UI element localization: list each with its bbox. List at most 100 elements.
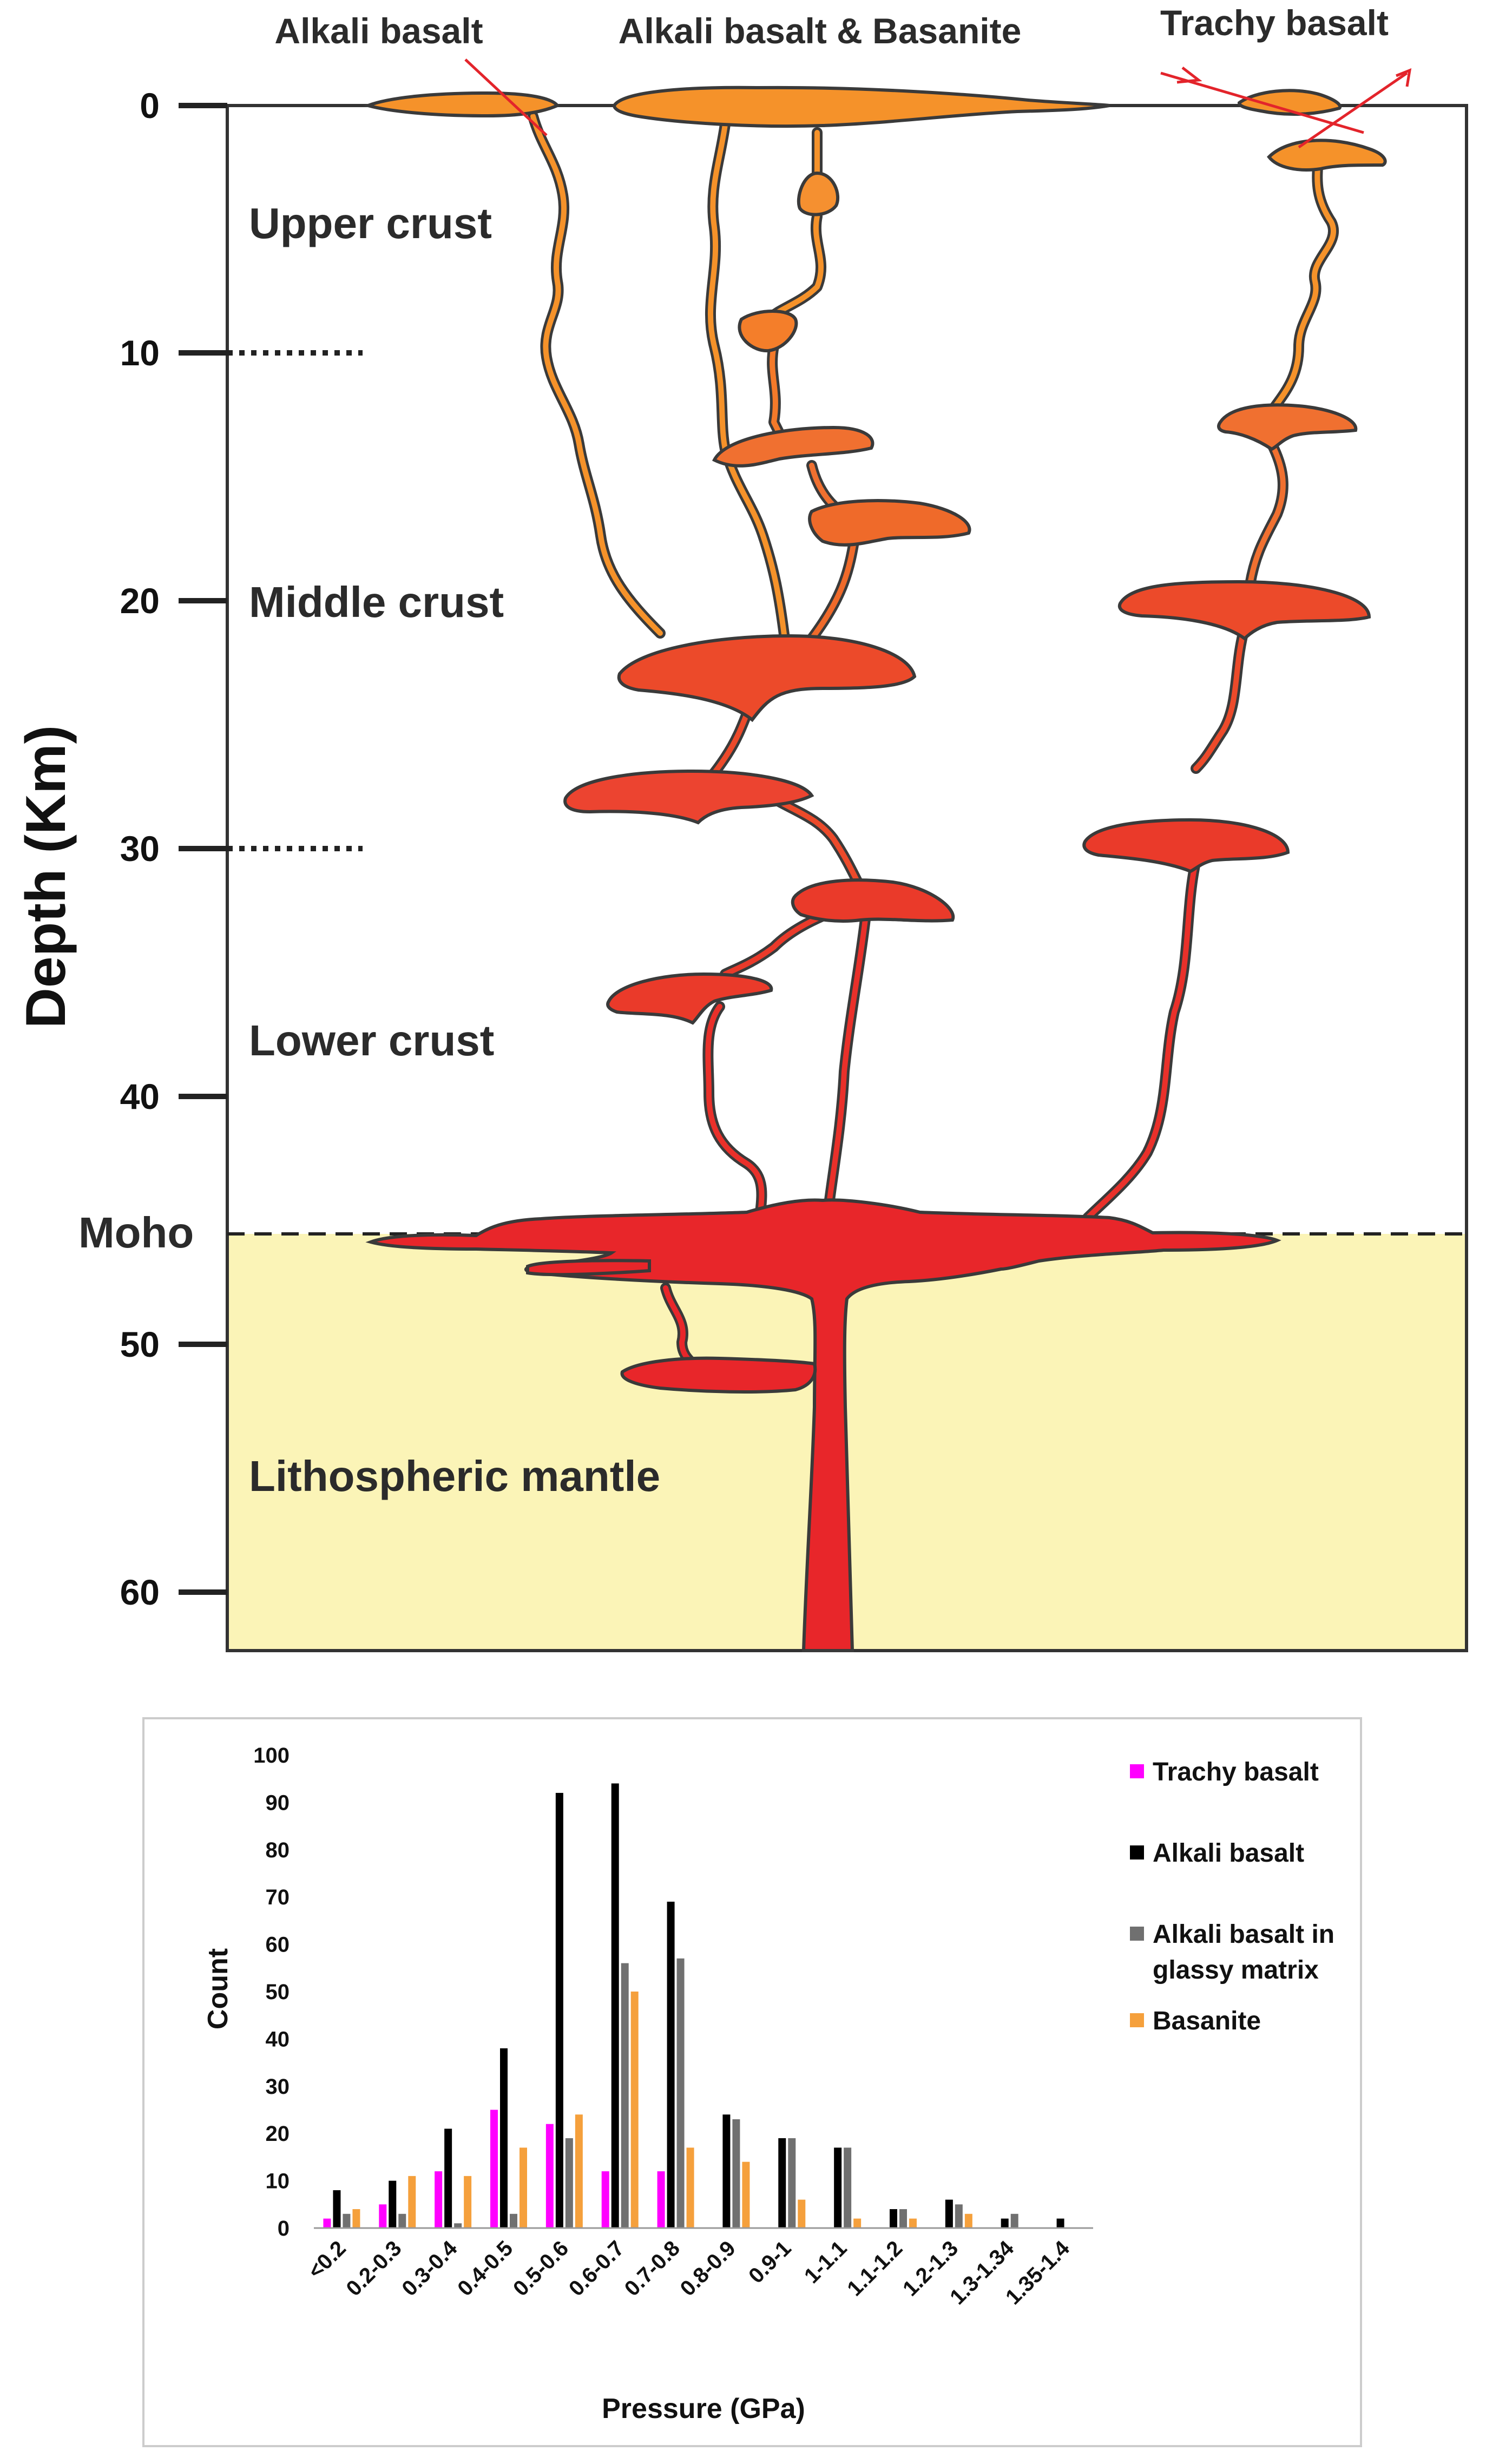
legend-swatch-3	[1130, 2013, 1144, 2027]
fault-arrow-right	[1396, 68, 1412, 87]
chart-y-tick-9: 90	[266, 1791, 290, 1815]
bar-2-series-2	[454, 2223, 462, 2228]
bar-6-series-2	[676, 1958, 685, 2228]
sill-22km	[617, 634, 917, 722]
bar-8-series-1	[778, 2138, 786, 2228]
depth-tick-30: 30	[120, 829, 160, 869]
sill-trachy-20km	[1117, 580, 1371, 641]
chart-y-tick-8: 80	[266, 1838, 290, 1862]
bar-0-series-0	[323, 2218, 331, 2228]
chart-y-tick-4: 40	[266, 2027, 290, 2051]
label-trachy-basalt: Trachy basalt	[1160, 3, 1389, 43]
sill-15km-center	[712, 425, 874, 468]
chart-y-tick-5: 50	[266, 1980, 290, 2004]
legend-label-2-1: glassy matrix	[1153, 1956, 1319, 1985]
bar-13-series-1	[1056, 2218, 1064, 2228]
fault-left	[464, 58, 548, 136]
sill-36km	[606, 972, 773, 1025]
bar-0-series-1	[333, 2190, 341, 2228]
bar-10-series-2	[899, 2209, 907, 2228]
chart-x-label: Pressure (GPa)	[602, 2393, 805, 2424]
label-middle-crust: Middle crust	[249, 578, 504, 626]
depth-tick-50: 50	[120, 1324, 160, 1364]
bar-10-series-3	[909, 2218, 917, 2228]
legend-label-1-0: Alkali basalt	[1153, 1839, 1304, 1868]
pressure-histogram: Count Pressure (GPa) 0 10 20 30 40 50 60 70 80 90…	[142, 1717, 1362, 2447]
bar-7-series-1	[722, 2114, 731, 2228]
legend-label-2-0: Alkali basalt in	[1153, 1920, 1334, 1949]
bar-11-series-3	[964, 2213, 972, 2228]
bar-4-series-1	[555, 1792, 563, 2228]
chart-y-ticks: 0 10 20 30 40 50 60 70 80 90 100	[253, 1744, 290, 2240]
sill-17km-center	[808, 499, 971, 547]
bar-5-series-1	[611, 1783, 619, 2228]
label-lithospheric-mantle: Lithospheric mantle	[249, 1452, 660, 1500]
chart-y-label: Count	[202, 1948, 234, 2029]
sill-blob-9km	[738, 310, 798, 353]
bar-10-series-1	[890, 2209, 897, 2228]
bar-5-series-0	[601, 2171, 609, 2228]
bar-0-series-2	[343, 2213, 351, 2228]
bar-12-series-1	[1001, 2218, 1009, 2228]
bar-0-series-3	[352, 2209, 360, 2228]
sill-32km	[791, 878, 955, 923]
chart-y-tick-0: 0	[278, 2217, 290, 2240]
sill-trachy-2km	[1267, 139, 1387, 172]
bar-4-series-0	[545, 2124, 554, 2228]
depth-tick-40: 40	[120, 1076, 160, 1116]
surface-flows	[363, 86, 1342, 128]
moho-arm-lower	[526, 1259, 651, 1277]
bar-9-series-2	[844, 2147, 852, 2228]
depth-tick-60: 60	[120, 1572, 160, 1612]
sill-trachy-29km	[1082, 818, 1290, 873]
bar-4-series-3	[575, 2114, 583, 2228]
bar-1-series-2	[398, 2213, 406, 2228]
fault-arrow-left	[1176, 67, 1202, 84]
bar-9-series-3	[853, 2218, 862, 2228]
legend-label-3-0: Basanite	[1153, 2007, 1261, 2035]
surface-flow-center	[612, 86, 1110, 128]
bar-6-series-1	[667, 1901, 675, 2228]
bar-11-series-1	[945, 2199, 953, 2228]
magma-conduits	[528, 111, 1339, 1369]
depth-ticks	[179, 103, 227, 1595]
legend-swatch-2	[1130, 1927, 1144, 1941]
bar-5-series-3	[630, 1992, 639, 2228]
chart-frame	[142, 1717, 1362, 2447]
bar-8-series-3	[798, 2199, 806, 2228]
bar-11-series-2	[955, 2204, 963, 2228]
depth-axis-title: Depth (Km)	[15, 725, 77, 1028]
bar-12-series-2	[1010, 2213, 1018, 2228]
surface-flow-left	[363, 91, 560, 118]
legend-swatch-0	[1130, 1764, 1144, 1778]
bar-6-series-3	[686, 2147, 694, 2228]
fault-right-1	[1160, 71, 1364, 134]
bar-1-series-0	[379, 2204, 387, 2228]
bar-3-series-0	[490, 2110, 498, 2228]
bar-9-series-1	[834, 2147, 842, 2228]
chart-y-tick-2: 20	[266, 2122, 290, 2146]
chart-legend: Trachy basalt Alkali basalt Alkali basalt …	[1130, 1758, 1334, 2035]
fault-right-2	[1298, 71, 1408, 149]
bar-5-series-2	[621, 1963, 629, 2228]
label-lower-crust: Lower crust	[249, 1016, 494, 1065]
label-alkali-basalt: Alkali basalt	[274, 11, 483, 51]
bar-7-series-2	[732, 2119, 740, 2228]
bar-1-series-3	[408, 2176, 416, 2228]
sill-trachy-12km	[1217, 403, 1358, 451]
legend-swatch-1	[1130, 1845, 1144, 1860]
surface-flow-right	[1237, 89, 1342, 116]
legend-label-0-0: Trachy basalt	[1153, 1758, 1319, 1786]
label-upper-crust: Upper crust	[249, 199, 492, 247]
chart-bars	[323, 1783, 1064, 2228]
sill-27km	[563, 769, 814, 825]
bar-2-series-1	[444, 2128, 452, 2228]
bar-7-series-3	[742, 2161, 750, 2228]
bar-6-series-0	[657, 2171, 665, 2228]
bar-3-series-2	[510, 2213, 517, 2228]
label-moho: Moho	[78, 1208, 194, 1257]
bar-2-series-0	[435, 2171, 443, 2228]
chart-y-tick-7: 70	[266, 1885, 290, 1909]
fault-lines	[464, 58, 1412, 149]
